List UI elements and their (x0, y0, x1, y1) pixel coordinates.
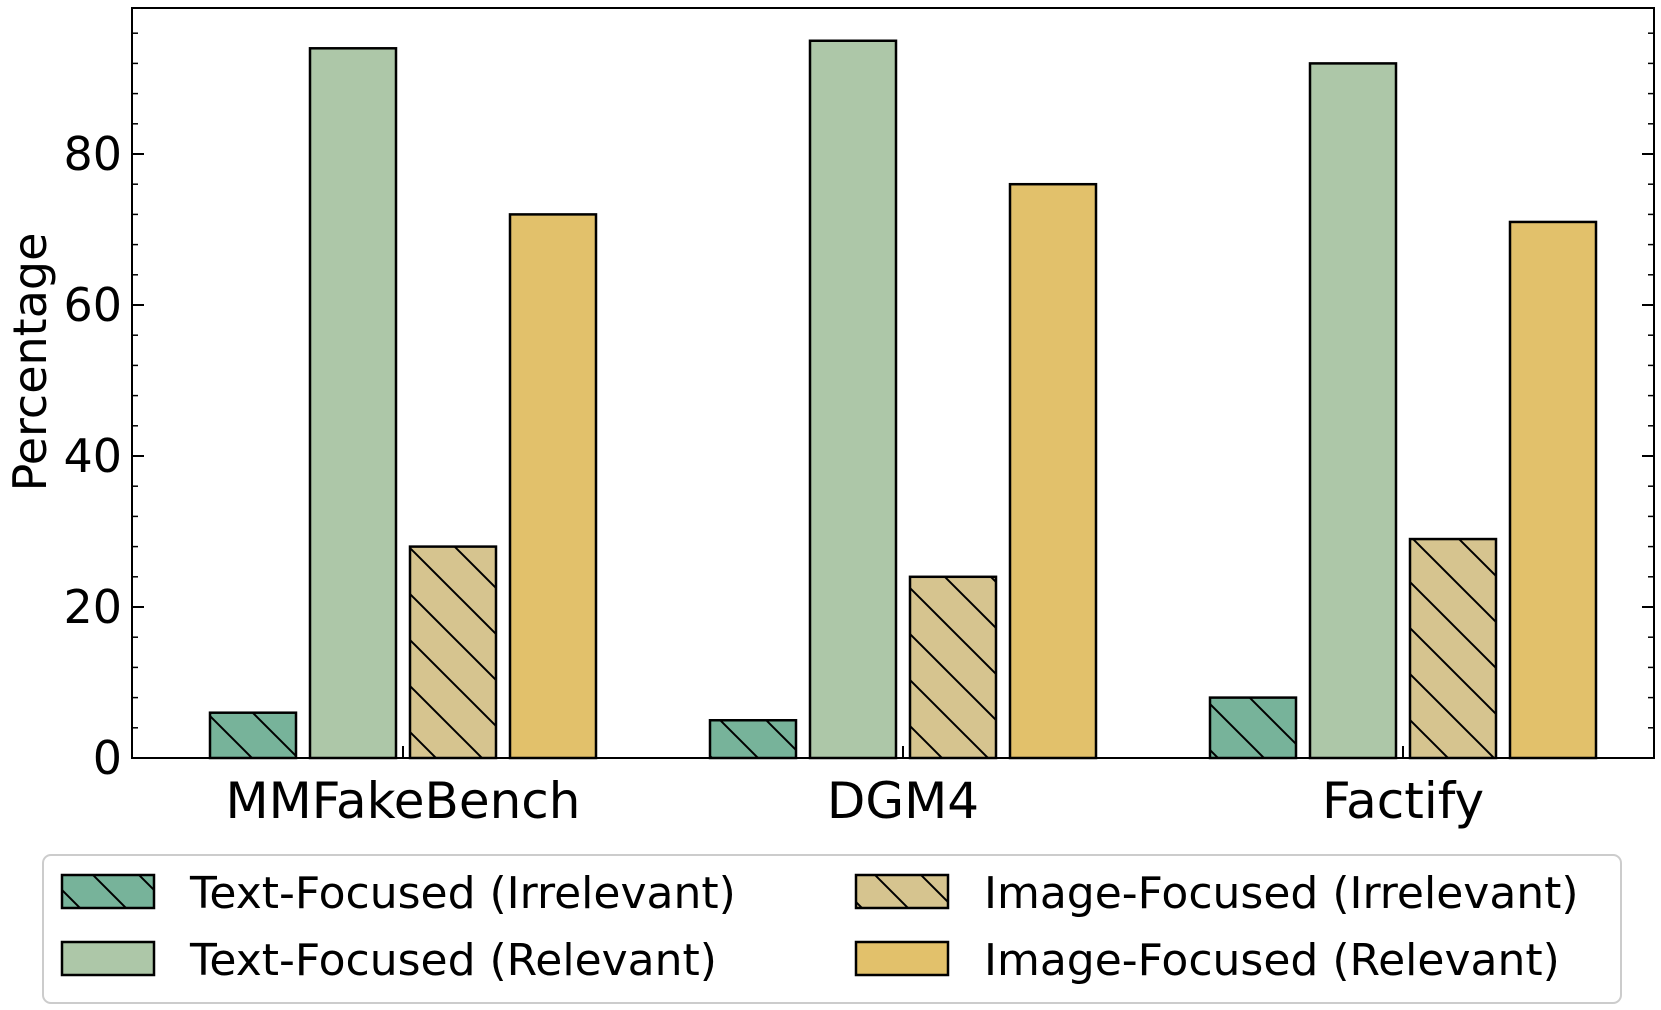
bar-mmfakebench-image-focused-irrelevant-hatch (410, 546, 496, 758)
bar-factify-text-focused-relevant (1308, 62, 1398, 760)
bar-factify-text-focused-irrelevant-hatch (1210, 697, 1296, 758)
x-tick-label-mmfakebench: MMFakeBench (226, 772, 581, 830)
bar-mmfakebench-text-focused-irrelevant-hatch (210, 712, 296, 758)
bar-mmfakebench-image-focused-relevant (508, 213, 598, 760)
bar-dgm4-image-focused-irrelevant-hatch (910, 576, 996, 758)
legend-swatch-text-focused-relevant (60, 940, 156, 977)
legend: Text-Focused (Irrelevant) Image-Focused (… (42, 854, 1622, 1004)
legend-label-image-focused-irrelevant: Image-Focused (Irrelevant) (984, 868, 1579, 919)
y-tick-label-20: 20 (63, 580, 122, 634)
legend-label-text-focused-relevant: Text-Focused (Relevant) (189, 935, 717, 986)
legend-label-text-focused-irrelevant: Text-Focused (Irrelevant) (189, 868, 736, 919)
bar-factify-image-focused-relevant (1508, 220, 1598, 760)
legend-swatch-hatch-image-focused-irrelevant (856, 875, 948, 908)
x-tick-label-factify: Factify (1322, 772, 1484, 830)
y-axis-label: Percentage (3, 233, 57, 492)
bar-dgm4-text-focused-relevant (808, 39, 898, 760)
bars-layer (208, 39, 1598, 760)
x-tick-label-dgm4: DGM4 (827, 772, 979, 830)
bar-dgm4-image-focused-relevant (1008, 182, 1098, 760)
legend-swatch-hatch-text-focused-irrelevant (62, 875, 154, 908)
y-tick-label-60: 60 (63, 278, 122, 332)
axes-layer: 0 20 40 60 80 MMFakeBench DGM4 Factify (63, 7, 1655, 830)
y-tick-label-80: 80 (63, 127, 122, 181)
y-tick-label-40: 40 (63, 429, 122, 483)
bar-dgm4-text-focused-irrelevant-hatch (710, 720, 796, 758)
legend-box (42, 854, 1622, 1004)
bar-factify-image-focused-irrelevant-hatch (1410, 539, 1496, 758)
bar-mmfakebench-text-focused-relevant (308, 47, 398, 760)
y-tick-label-0: 0 (93, 731, 122, 785)
plot-frame (131, 7, 1655, 759)
legend-swatch-image-focused-relevant (854, 940, 950, 977)
legend-label-image-focused-relevant: Image-Focused (Relevant) (984, 935, 1560, 986)
